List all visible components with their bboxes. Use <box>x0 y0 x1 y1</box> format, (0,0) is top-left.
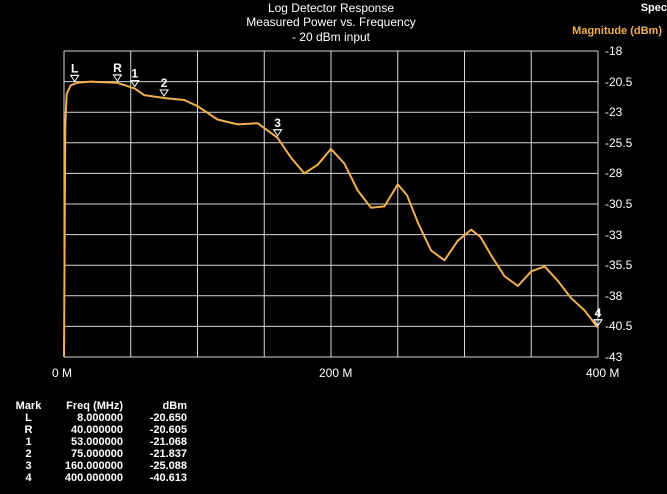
marker-3: 3 <box>272 116 283 137</box>
header-mark: Mark <box>15 400 42 412</box>
row-mark: 2 <box>25 448 32 460</box>
y-tick-label: -33 <box>605 227 623 242</box>
y-tick-label: -43 <box>605 350 623 364</box>
row-freq: 53.000000 <box>71 436 123 448</box>
marker-table: Mark Freq (MHz) dBm L 8.000000 -20.650 R… <box>6 400 187 484</box>
y-tick-label: -40.5 <box>605 319 633 334</box>
row-freq: 160.000000 <box>64 460 123 472</box>
table-row: R 40.000000 -20.605 <box>6 424 187 436</box>
chart-series <box>63 80 599 358</box>
row-mark: 3 <box>25 460 32 472</box>
marker-label: 3 <box>274 116 281 130</box>
y-tick-label: -38 <box>605 288 623 303</box>
chart-markers: L R 1 2 3 4 <box>69 61 603 327</box>
table-row: 3 160.000000 -25.088 <box>6 460 187 472</box>
marker-triangle <box>112 74 123 82</box>
table-row: 4 400.000000 -40.613 <box>6 472 187 484</box>
chart-subtitle: Measured Power vs. Frequency <box>246 15 416 29</box>
row-mark: 1 <box>25 436 32 448</box>
marker-label: L <box>71 61 78 75</box>
y-tick-label: -30.5 <box>605 197 633 211</box>
row-mark: 4 <box>25 472 32 484</box>
header-freq: Freq (MHz) <box>66 400 123 412</box>
marker-L: L <box>69 61 80 83</box>
table-row: 2 75.000000 -21.837 <box>6 448 187 460</box>
chart-subtitle-input: - 20 dBm input <box>291 30 371 44</box>
y-tick-label: -35.5 <box>605 258 633 273</box>
marker-R: R <box>112 61 123 82</box>
row-freq: 40.000000 <box>71 424 123 436</box>
y-axis-label: Magnitude (dBm) <box>572 25 662 37</box>
row-dbm: -21.837 <box>149 448 187 460</box>
y-tick-label: -23 <box>605 105 623 120</box>
marker-2: 2 <box>159 76 170 97</box>
row-mark: L <box>25 412 32 424</box>
marker-triangle <box>159 89 170 97</box>
x-tick-label: 200 M <box>319 366 353 380</box>
marker-label: 4 <box>595 306 602 320</box>
row-freq: 75.000000 <box>71 448 123 460</box>
row-dbm: -20.605 <box>149 424 187 436</box>
x-tick-label: 400 M <box>586 366 620 380</box>
header-dbm: dBm <box>162 400 187 412</box>
series-line <box>63 80 599 358</box>
corner-label: Spec <box>640 2 667 14</box>
y-tick-label: -28 <box>605 166 623 181</box>
table-row: 1 53.000000 -21.068 <box>6 436 187 448</box>
y-tick-label: -18 <box>605 44 623 58</box>
row-freq: 400.000000 <box>64 472 123 484</box>
marker-label: R <box>113 61 122 75</box>
x-tick-label: 0 M <box>52 366 73 380</box>
row-dbm: -40.613 <box>149 472 187 484</box>
marker-triangle <box>69 74 80 83</box>
marker-label: 1 <box>131 67 138 81</box>
marker-1: 1 <box>129 67 140 88</box>
row-dbm: -20.650 <box>149 412 187 424</box>
marker-label: 2 <box>161 76 168 90</box>
chart-title: Log Detector Response <box>267 1 395 15</box>
row-dbm: -25.088 <box>149 460 187 472</box>
row-mark: R <box>24 424 33 436</box>
y-tick-label: -25.5 <box>605 135 633 150</box>
y-tick-label: -20.5 <box>605 74 633 89</box>
row-dbm: -21.068 <box>149 436 187 448</box>
table-row: L 8.000000 -20.650 <box>6 412 187 424</box>
row-freq: 8.000000 <box>77 412 123 424</box>
marker-4: 4 <box>593 306 603 327</box>
marker-table-header: Mark Freq (MHz) dBm <box>6 400 187 412</box>
chart-grid <box>63 50 599 358</box>
